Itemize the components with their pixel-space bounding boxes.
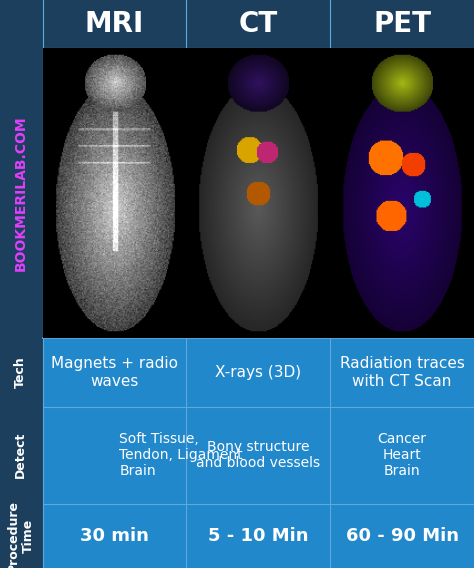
Text: Magnets + radio
waves: Magnets + radio waves xyxy=(51,356,178,389)
Bar xyxy=(43,0,474,48)
Text: Detect: Detect xyxy=(14,432,27,478)
Text: CT: CT xyxy=(239,10,278,38)
Text: Procedure
Time: Procedure Time xyxy=(7,500,35,568)
Text: PET: PET xyxy=(373,10,431,38)
Text: Tech: Tech xyxy=(14,357,27,389)
Text: Cancer
Heart
Brain: Cancer Heart Brain xyxy=(378,432,427,478)
Text: 5 - 10 Min: 5 - 10 Min xyxy=(208,527,309,545)
Text: Radiation traces
with CT Scan: Radiation traces with CT Scan xyxy=(340,356,465,389)
Text: Bony structure
and blood vessels: Bony structure and blood vessels xyxy=(196,440,320,470)
Text: BOOKMERILAB.COM: BOOKMERILAB.COM xyxy=(13,115,27,271)
Text: Soft Tissue,
Tendon, Ligament
Brain: Soft Tissue, Tendon, Ligament Brain xyxy=(119,432,243,478)
Bar xyxy=(43,338,474,407)
Bar xyxy=(43,504,474,568)
Text: 30 min: 30 min xyxy=(80,527,149,545)
Bar xyxy=(43,407,474,504)
Text: MRI: MRI xyxy=(85,10,144,38)
Text: X-rays (3D): X-rays (3D) xyxy=(215,365,301,380)
Text: 60 - 90 Min: 60 - 90 Min xyxy=(346,527,459,545)
Bar xyxy=(43,48,474,338)
